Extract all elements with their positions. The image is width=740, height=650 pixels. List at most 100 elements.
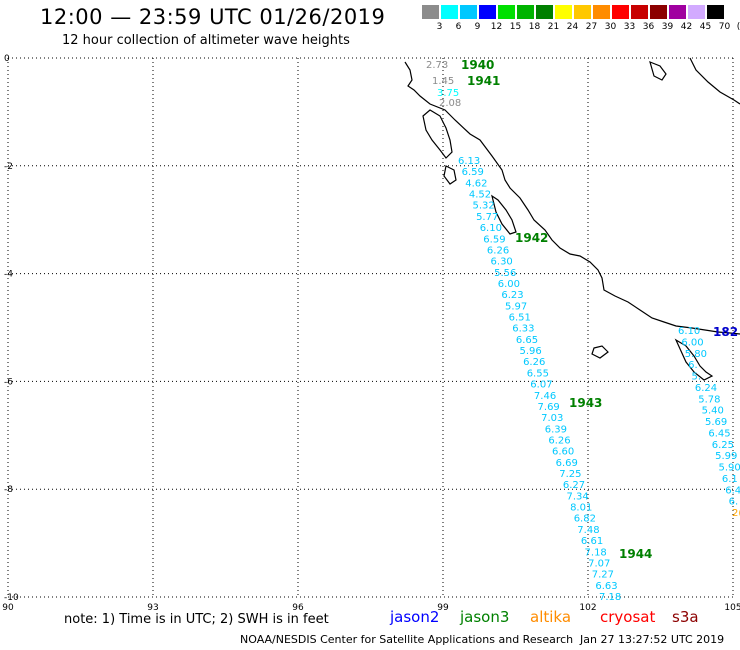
- scale-label: 39: [661, 22, 674, 32]
- page-title: 12:00 — 23:59 UTC 01/26/2019: [40, 5, 386, 29]
- pass-time-label: 1941: [467, 74, 500, 88]
- swh-value: 5.97: [505, 301, 527, 312]
- swh-value: 6.1: [722, 474, 738, 485]
- scale-swatch: [574, 5, 591, 19]
- swh-value: 7.46: [534, 391, 556, 402]
- swh-value: 6.24: [695, 383, 717, 394]
- island-small-1: [591, 345, 609, 359]
- swh-value: 6.27: [563, 480, 585, 491]
- swh-value: 6.10: [678, 326, 700, 337]
- lon-tick-label: 102: [579, 603, 596, 613]
- swh-value: 7.48: [577, 525, 599, 536]
- lon-tick-label: 93: [147, 603, 158, 613]
- legend-entry: jason2: [390, 608, 440, 626]
- swh-value: 5.96: [519, 346, 541, 357]
- scale-label: 6: [455, 22, 462, 32]
- scale-label: 42: [680, 22, 693, 32]
- lat-tick-label: -10: [4, 593, 19, 603]
- swh-value: 6.: [729, 497, 739, 508]
- island-nias: [422, 109, 453, 159]
- scale-swatch: [517, 5, 534, 19]
- scale-label: 9: [474, 22, 481, 32]
- credit-text: NOAA/NESDIS Center for Satellite Applica…: [240, 633, 574, 646]
- scale-swatch: [441, 5, 458, 19]
- scale-swatch: [612, 5, 629, 19]
- swh-value: 6.51: [509, 313, 531, 324]
- swh-value: 5.69: [705, 417, 727, 428]
- legend-entry: s3a: [672, 608, 699, 626]
- swh-value: 7.34: [566, 491, 588, 502]
- generated-date: Jan 27 13:27:52 UTC 2019: [580, 633, 725, 646]
- swh-value: 6.30: [491, 257, 513, 268]
- pass-time-label: 1943: [569, 396, 602, 410]
- swh-value: 5.80: [685, 349, 707, 360]
- swh-value: 8.01: [570, 503, 592, 514]
- scale-swatch: [631, 5, 648, 19]
- swh-value: 6.23: [501, 290, 523, 301]
- swh-value: 6.33: [512, 324, 534, 335]
- legend-entry: altika: [530, 608, 572, 626]
- pass-time-label: 1942: [515, 231, 548, 245]
- swh-value: 2.08: [439, 98, 461, 109]
- swh-value: 7.25: [559, 469, 581, 480]
- lon-tick-label: 90: [2, 603, 14, 613]
- swh-value: 2(: [732, 508, 740, 519]
- swh-value: 6.26: [487, 245, 509, 256]
- swh-value: 6.26: [548, 435, 570, 446]
- swh-value: 6.07: [530, 380, 552, 391]
- swh-value: 5.32: [472, 201, 494, 212]
- scale-label: 12: [490, 22, 503, 32]
- scale-label: 21: [547, 22, 560, 32]
- island-simeulue: [443, 165, 457, 185]
- legend-entry: jason3: [460, 608, 510, 626]
- swh-value: 5.40: [702, 406, 724, 417]
- swh-value: 5.99: [715, 451, 737, 462]
- scale-swatch: [669, 5, 686, 19]
- swh-value: 5.78: [698, 394, 720, 405]
- scale-swatch: [650, 5, 667, 19]
- altimeter-tracks: 2.731.453.752.086.136.594.624.525.325.77…: [426, 58, 740, 603]
- swh-value: 7.18: [599, 592, 621, 603]
- swh-value: 6.59: [483, 234, 505, 245]
- pass-time-label: 182: [713, 325, 738, 339]
- footer-note: note: 1) Time is in UTC; 2) SWH is in fe…: [64, 612, 329, 627]
- scale-label: 36: [642, 22, 655, 32]
- swh-value: 6.13: [458, 156, 480, 167]
- scale-label: (ft): [736, 22, 740, 32]
- scale-label: 45: [699, 22, 712, 32]
- scale-label: 33: [623, 22, 636, 32]
- lon-tick-label: 99: [437, 603, 449, 613]
- swh-value: 5.56: [494, 268, 516, 279]
- swh-value: 6.63: [595, 581, 617, 592]
- swh-value: 5.90: [719, 463, 740, 474]
- island-bangka: [649, 60, 667, 81]
- swh-value: 6.60: [552, 447, 574, 458]
- swh-value: 4.52: [469, 190, 491, 201]
- scale-swatch: [498, 5, 515, 19]
- scale-label: 15: [509, 22, 522, 32]
- lat-tick-label: -6: [4, 377, 13, 387]
- scale-label: 70: [718, 22, 731, 32]
- lon-tick-label: 105: [724, 603, 740, 613]
- swh-value: 5.77: [476, 212, 498, 223]
- lat-tick-label: -4: [4, 270, 13, 280]
- lat-tick-label: -8: [4, 485, 13, 495]
- swh-value: 6.26: [523, 357, 545, 368]
- swh-value: 6.61: [581, 536, 603, 547]
- scale-label: 18: [528, 22, 541, 32]
- island-mentawai: [491, 194, 517, 235]
- swh-value: 3.75: [437, 88, 459, 99]
- swh-value: 6.25: [712, 440, 734, 451]
- swh-value: 6.00: [498, 279, 520, 290]
- swh-value: 6.4: [725, 485, 740, 496]
- coastline: [404, 57, 740, 381]
- swh-value: 5.: [692, 372, 702, 383]
- scale-label: 30: [604, 22, 617, 32]
- pass-time-label: 1944: [619, 547, 652, 561]
- swh-value: 7.69: [538, 402, 560, 413]
- scale-swatch: [688, 5, 705, 19]
- coastline-north: [404, 61, 740, 335]
- swh-value: 6.55: [527, 368, 549, 379]
- scale-label: 24: [566, 22, 579, 32]
